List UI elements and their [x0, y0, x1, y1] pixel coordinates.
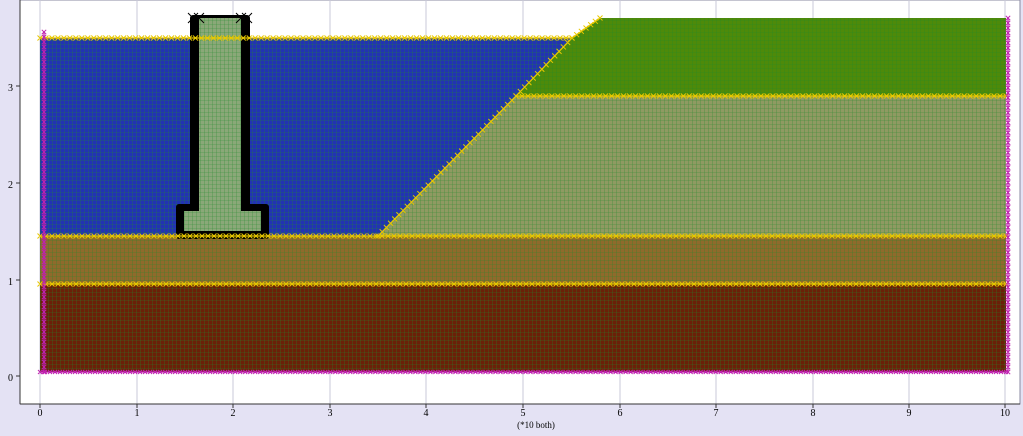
water-surface-boundary: [37, 35, 575, 41]
axis-scale-note: (*10 both): [517, 420, 555, 430]
slope-boundary: [375, 15, 603, 239]
wall-top-right-marker: [235, 12, 253, 24]
y-tick-label: 1: [8, 277, 13, 288]
x-tick-label: 5: [521, 408, 526, 419]
boundary-markers: [37, 12, 1011, 375]
bottom-boundary: [37, 369, 1009, 375]
sand-top-boundary: [37, 233, 1009, 239]
x-tick-label: 6: [618, 408, 623, 419]
mesh-overlay: [40, 18, 1006, 372]
x-tick-label: 10: [1000, 408, 1010, 419]
x-tick-label: 2: [231, 408, 236, 419]
wall-top-left-marker: [187, 12, 205, 24]
right-side-boundary: [1005, 15, 1011, 375]
left-side-boundary: [41, 29, 47, 375]
x-tick-label: 3: [328, 408, 333, 419]
x-tick-label: 8: [811, 408, 816, 419]
x-axis: 0 1 2 3 4 5 6 7 8 9 10 (*10 both): [20, 403, 1020, 430]
y-tick-label: 3: [8, 83, 13, 94]
x-tick-label: 0: [38, 408, 43, 419]
x-tick-label: 4: [424, 408, 429, 419]
y-axis: 0 1 2 3: [8, 0, 21, 404]
y-tick-label: 0: [8, 373, 13, 384]
upper-layer-boundary: [513, 93, 1009, 99]
x-tick-label: 1: [135, 408, 140, 419]
x-tick-label: 7: [714, 408, 719, 419]
x-tick-label: 9: [907, 408, 912, 419]
y-tick-label: 2: [8, 180, 13, 191]
retaining-wall: [176, 15, 269, 239]
sand-bottom-boundary: [37, 281, 1009, 287]
